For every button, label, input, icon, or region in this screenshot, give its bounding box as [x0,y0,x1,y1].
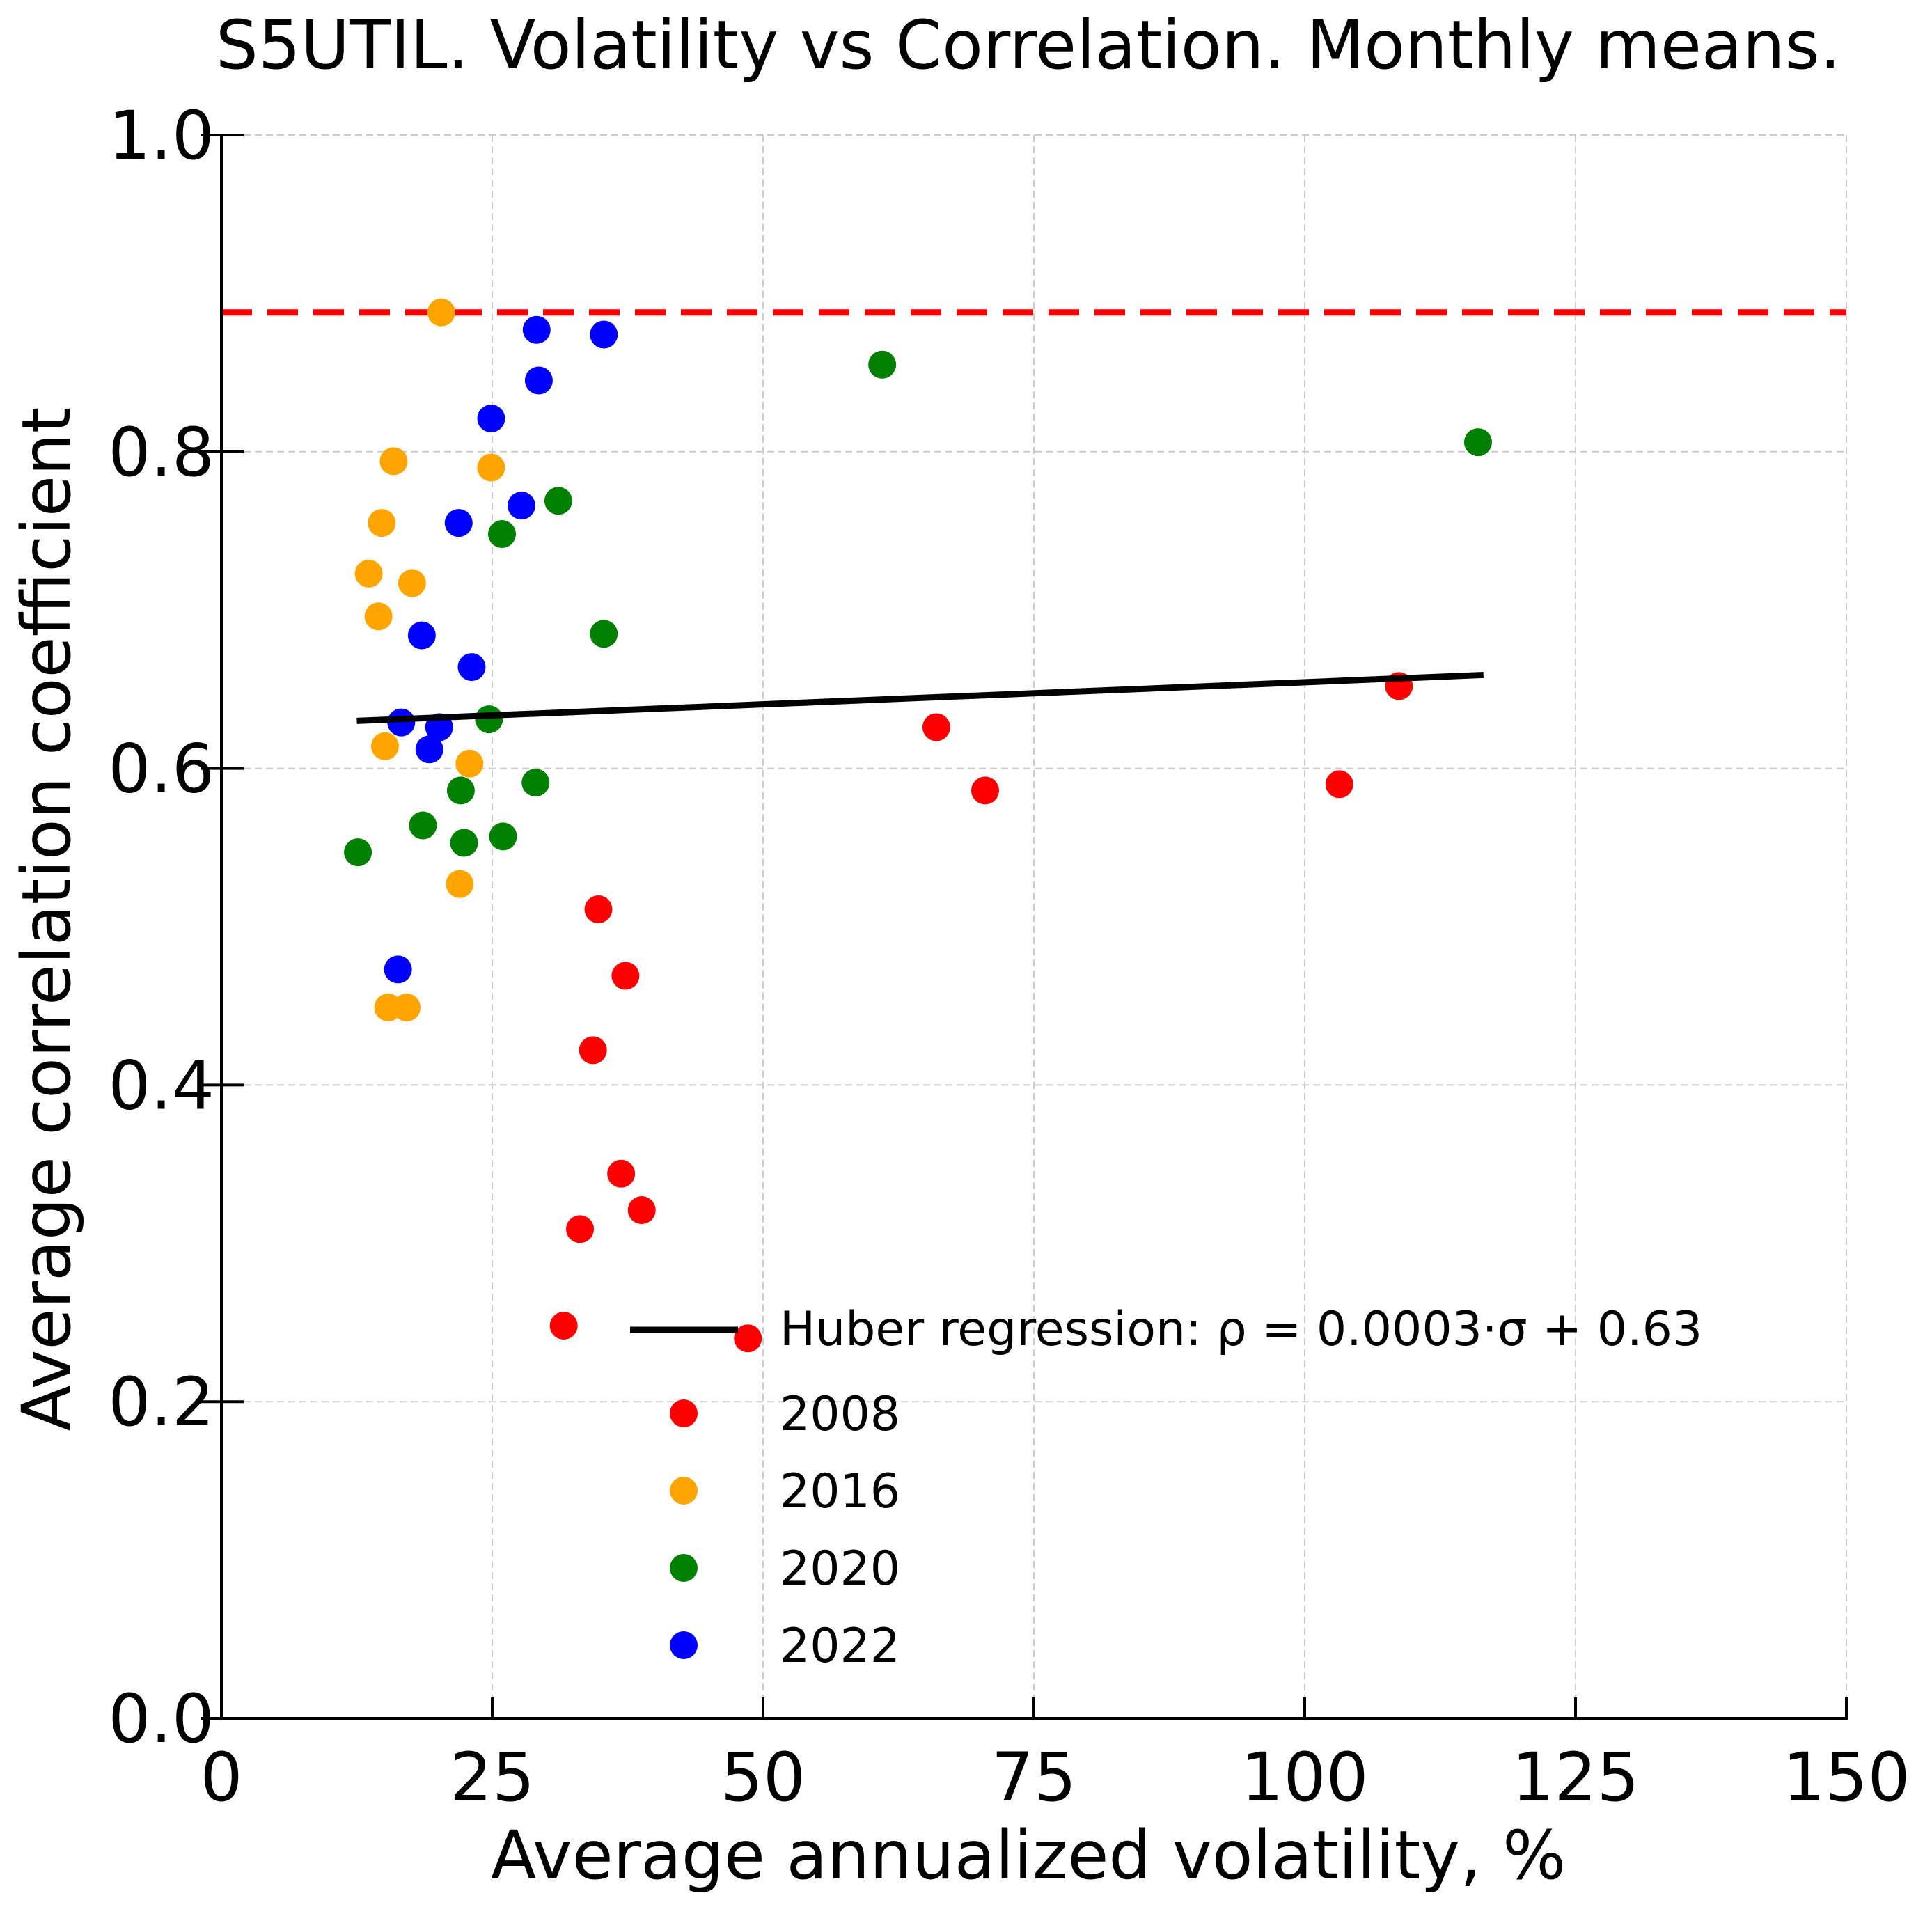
data-point-2022 [457,653,486,682]
data-point-2022 [387,708,416,737]
data-point-2016 [398,569,426,597]
data-point-2008 [549,1312,578,1340]
regression-group [356,671,1484,724]
legend-marker-2020 [670,1554,698,1582]
data-point-2016 [393,993,421,1021]
data-point-2020 [590,620,618,648]
legend: Huber regression: ρ = 0.0003·σ + 0.63 200… [630,1302,1702,1674]
data-point-2020 [409,811,437,840]
data-point-2022 [524,366,553,395]
data-point-2016 [364,602,393,631]
data-point-2008 [1325,770,1353,799]
data-point-2008 [971,776,999,805]
data-points [344,298,1492,1353]
chart-title: S5UTIL. Volatility vs Correlation. Month… [216,6,1841,84]
data-point-2008 [922,713,950,741]
x-tick-label: 75 [991,1739,1076,1816]
data-point-2016 [379,447,408,476]
y-tick-label: 0.6 [108,730,214,808]
data-point-2008 [607,1159,636,1188]
legend-marker-2022 [670,1631,698,1659]
y-axis-label: Average correlation coefficient [8,407,86,1431]
legend-label-2016: 2016 [780,1464,900,1519]
legend-label-2008: 2008 [780,1387,900,1442]
x-tick-label: 0 [200,1739,242,1816]
data-point-2022 [590,320,618,349]
data-point-2020 [475,705,503,734]
data-point-2022 [477,405,505,433]
legend-label-2022: 2022 [780,1619,900,1674]
data-point-2022 [444,509,473,537]
data-point-2016 [446,870,474,898]
data-point-2022 [508,492,536,520]
tick-labels: 0 25 50 75 100 125 150 0.0 0.2 0.4 0.6 0.8 1.0 [108,97,1910,1816]
legend-marker-2008 [670,1399,698,1427]
data-point-2020 [868,350,897,379]
x-tick-label: 25 [450,1739,535,1816]
x-tick-label: 150 [1782,1739,1910,1816]
legend-marker-2016 [670,1477,698,1505]
legend-label-2020: 2020 [780,1541,900,1596]
data-point-2008 [627,1196,656,1225]
y-tick-label: 0.2 [108,1363,214,1441]
data-point-2016 [354,559,383,588]
data-point-2008 [734,1324,762,1353]
data-point-2008 [566,1215,595,1243]
data-point-2022 [407,621,436,650]
x-tick-label: 100 [1241,1739,1368,1816]
data-point-2022 [384,955,412,984]
data-point-2020 [446,776,475,805]
data-point-2020 [489,822,517,851]
data-point-2020 [544,487,572,515]
data-point-2016 [455,749,484,778]
data-point-2022 [522,315,551,344]
y-tick-label: 0.4 [108,1046,214,1124]
x-tick-label: 125 [1511,1739,1639,1816]
data-point-2008 [584,895,613,923]
y-tick-label: 0.8 [108,414,214,492]
data-point-2020 [521,769,550,797]
y-tick-label: 1.0 [108,97,214,175]
axes [201,134,1848,1720]
y-tick-label: 0.0 [108,1680,214,1758]
data-point-2016 [370,732,399,760]
data-point-2022 [415,735,443,764]
data-point-2016 [477,453,505,482]
x-tick-label: 50 [721,1739,806,1816]
data-point-2008 [579,1036,607,1065]
data-point-2020 [1463,428,1492,457]
data-point-2020 [450,829,478,857]
data-point-2020 [344,838,372,867]
data-point-2020 [488,520,517,549]
data-point-2016 [427,298,455,327]
data-point-2016 [368,509,396,537]
data-point-2008 [611,962,640,990]
regression-line [356,671,1484,724]
x-axis-label: Average annualized volatility, % [491,1816,1566,1894]
legend-regression-label: Huber regression: ρ = 0.0003·σ + 0.63 [780,1302,1702,1357]
